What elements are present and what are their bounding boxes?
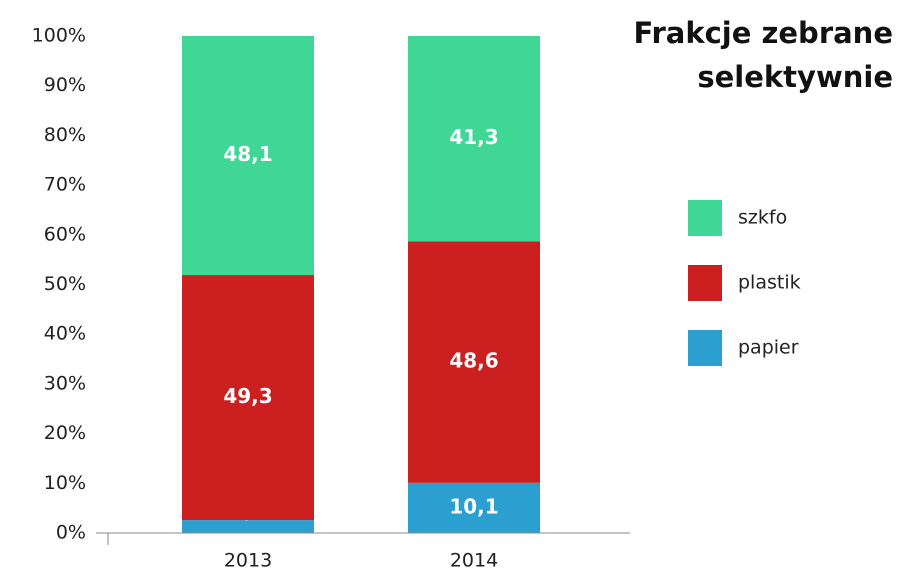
bar-segment [408, 36, 540, 242]
y-tick-label: 30% [44, 372, 86, 394]
y-tick-label: 100% [32, 25, 86, 47]
bar-segment [408, 241, 540, 483]
y-tick-label: 80% [44, 124, 86, 146]
y-tick-label: 10% [44, 472, 86, 494]
bar-segment [182, 275, 314, 521]
x-tick-label: 2014 [450, 550, 498, 572]
legend-label: papier [738, 337, 799, 359]
y-tick-label: 0% [56, 522, 86, 544]
y-tick-label: 70% [44, 174, 86, 196]
legend-swatch [688, 200, 722, 236]
legend-label: plastik [738, 272, 801, 294]
y-tick-label: 90% [44, 74, 86, 96]
value-label: 48,1 [223, 142, 272, 166]
value-label: 41,3 [449, 125, 498, 149]
x-tick-label: 2013 [224, 550, 272, 572]
legend-swatch [688, 265, 722, 301]
y-tick-label: 20% [44, 422, 86, 444]
chart-title: Frakcje zebrane [634, 16, 894, 50]
bar-segment [182, 36, 314, 276]
y-tick-label: 50% [44, 273, 86, 295]
legend-swatch [688, 330, 722, 366]
value-label: 10,1 [449, 494, 498, 518]
y-tick-label: 40% [44, 323, 86, 345]
y-tick-label: 60% [44, 223, 86, 245]
chart-title: selektywnie [697, 60, 893, 94]
value-label: 48,6 [449, 349, 498, 373]
legend-label: szkfo [738, 207, 787, 229]
bar-segment [182, 520, 314, 533]
bar-segment [408, 482, 540, 533]
value-label: 49,3 [223, 384, 272, 408]
